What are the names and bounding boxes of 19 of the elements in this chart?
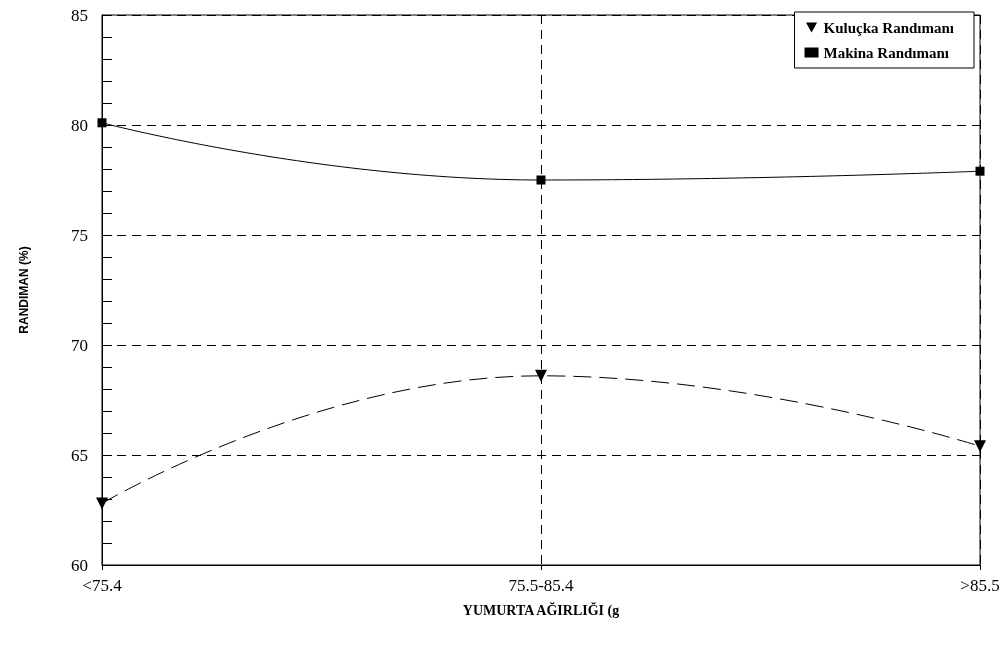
y-tick-label: 80 [71,115,88,135]
legend-label: Makina Randımanı [823,44,949,61]
y-tick-label: 65 [71,445,88,465]
y-tick-label: 85 [71,5,88,25]
point [97,118,107,128]
x-tick-label: <75.4 [82,576,123,595]
x-tick-label: >85.5 [960,576,1000,595]
y-axis-title: RANDIMAN (%) [17,246,31,334]
legend-label: Kuluçka Randımanı [823,19,955,36]
y-tick-label: 60 [71,555,88,575]
point [975,166,985,176]
point [974,440,986,453]
y-tick-label: 70 [71,335,88,355]
point [536,175,546,185]
y-tick-label: 75 [71,225,88,245]
x-axis-title: YUMURTA AĞIRLIĞI (g [462,601,620,619]
point [96,497,108,510]
point [535,369,547,382]
x-tick-label: 75.5-85.4 [508,576,575,595]
